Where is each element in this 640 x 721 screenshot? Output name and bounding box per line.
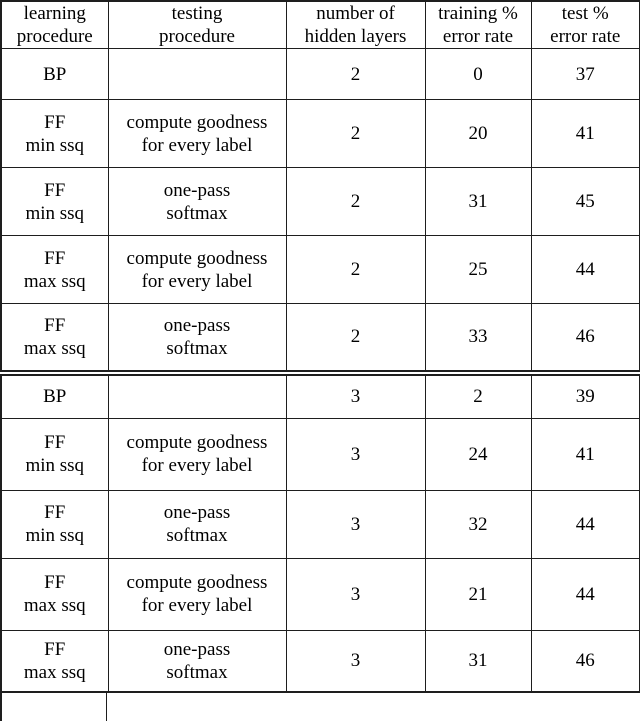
table-row: FF min ssq one-pass softmax 3 32 44 <box>0 489 640 559</box>
column-header-test-error: test % error rate <box>530 0 640 49</box>
table-row: FF max ssq compute goodness for every la… <box>0 235 640 304</box>
cell-hidden-layers: 3 <box>285 374 426 419</box>
cell-learning-procedure: FF max ssq <box>0 629 109 693</box>
column-header-training-error: training % error rate <box>424 0 532 49</box>
cell-training-error: 0 <box>424 48 532 100</box>
table-row: BP 2 0 37 <box>0 48 640 100</box>
cell-hidden-layers: 2 <box>285 48 426 100</box>
cell-testing-procedure: one-pass softmax <box>107 629 287 693</box>
cell-training-error: 21 <box>424 557 532 631</box>
cell-test-error: 44 <box>530 235 640 304</box>
column-header-hidden-layers: number of hidden layers <box>285 0 426 49</box>
cell-learning-procedure: FF min ssq <box>0 167 109 236</box>
cell-test-error: 39 <box>530 374 640 419</box>
cell-testing-procedure: one-pass softmax <box>107 167 287 236</box>
table-header-row: learning procedure testing procedure num… <box>0 0 640 49</box>
table-row: FF min ssq compute goodness for every la… <box>0 417 640 491</box>
partial-row-cutoff <box>0 693 107 721</box>
table-row: FF min ssq one-pass softmax 2 31 45 <box>0 167 640 236</box>
table-row: FF max ssq compute goodness for every la… <box>0 557 640 631</box>
cell-test-error: 46 <box>530 303 640 371</box>
cell-training-error: 2 <box>424 374 532 419</box>
cell-test-error: 41 <box>530 417 640 491</box>
cell-training-error: 25 <box>424 235 532 304</box>
cell-test-error: 44 <box>530 489 640 559</box>
cell-hidden-layers: 3 <box>285 489 426 559</box>
cell-training-error: 32 <box>424 489 532 559</box>
cell-hidden-layers: 3 <box>285 557 426 631</box>
results-table-two-layers: learning procedure testing procedure num… <box>0 0 640 372</box>
cell-hidden-layers: 2 <box>285 167 426 236</box>
cell-testing-procedure <box>107 48 287 100</box>
results-table-three-layers: BP 3 2 39 FF min ssq compute goodness fo… <box>0 374 640 693</box>
column-header-learning-procedure: learning procedure <box>0 0 109 49</box>
cell-testing-procedure: compute goodness for every label <box>107 99 287 168</box>
cell-hidden-layers: 3 <box>285 629 426 693</box>
cell-testing-procedure: compute goodness for every label <box>107 235 287 304</box>
cell-test-error: 37 <box>530 48 640 100</box>
cell-hidden-layers: 3 <box>285 417 426 491</box>
cell-test-error: 41 <box>530 99 640 168</box>
table-row: FF min ssq compute goodness for every la… <box>0 99 640 168</box>
cell-training-error: 24 <box>424 417 532 491</box>
column-header-testing-procedure: testing procedure <box>107 0 287 49</box>
cell-training-error: 20 <box>424 99 532 168</box>
cell-testing-procedure: one-pass softmax <box>107 303 287 371</box>
cell-learning-procedure: BP <box>0 48 109 100</box>
table-row: FF max ssq one-pass softmax 2 33 46 <box>0 303 640 371</box>
cell-test-error: 46 <box>530 629 640 693</box>
cell-hidden-layers: 2 <box>285 303 426 371</box>
cell-learning-procedure: FF max ssq <box>0 303 109 371</box>
cell-hidden-layers: 2 <box>285 235 426 304</box>
cell-training-error: 33 <box>424 303 532 371</box>
cell-test-error: 45 <box>530 167 640 236</box>
cell-testing-procedure: compute goodness for every label <box>107 557 287 631</box>
cell-testing-procedure: compute goodness for every label <box>107 417 287 491</box>
cell-learning-procedure: FF max ssq <box>0 557 109 631</box>
cell-hidden-layers: 2 <box>285 99 426 168</box>
cell-testing-procedure: one-pass softmax <box>107 489 287 559</box>
cell-learning-procedure: FF max ssq <box>0 235 109 304</box>
cell-testing-procedure <box>107 374 287 419</box>
table-row: FF max ssq one-pass softmax 3 31 46 <box>0 629 640 693</box>
cell-learning-procedure: FF min ssq <box>0 99 109 168</box>
cell-test-error: 44 <box>530 557 640 631</box>
cell-learning-procedure: FF min ssq <box>0 417 109 491</box>
cell-learning-procedure: BP <box>0 374 109 419</box>
cell-learning-procedure: FF min ssq <box>0 489 109 559</box>
cell-training-error: 31 <box>424 629 532 693</box>
table-row: BP 3 2 39 <box>0 374 640 419</box>
cell-training-error: 31 <box>424 167 532 236</box>
